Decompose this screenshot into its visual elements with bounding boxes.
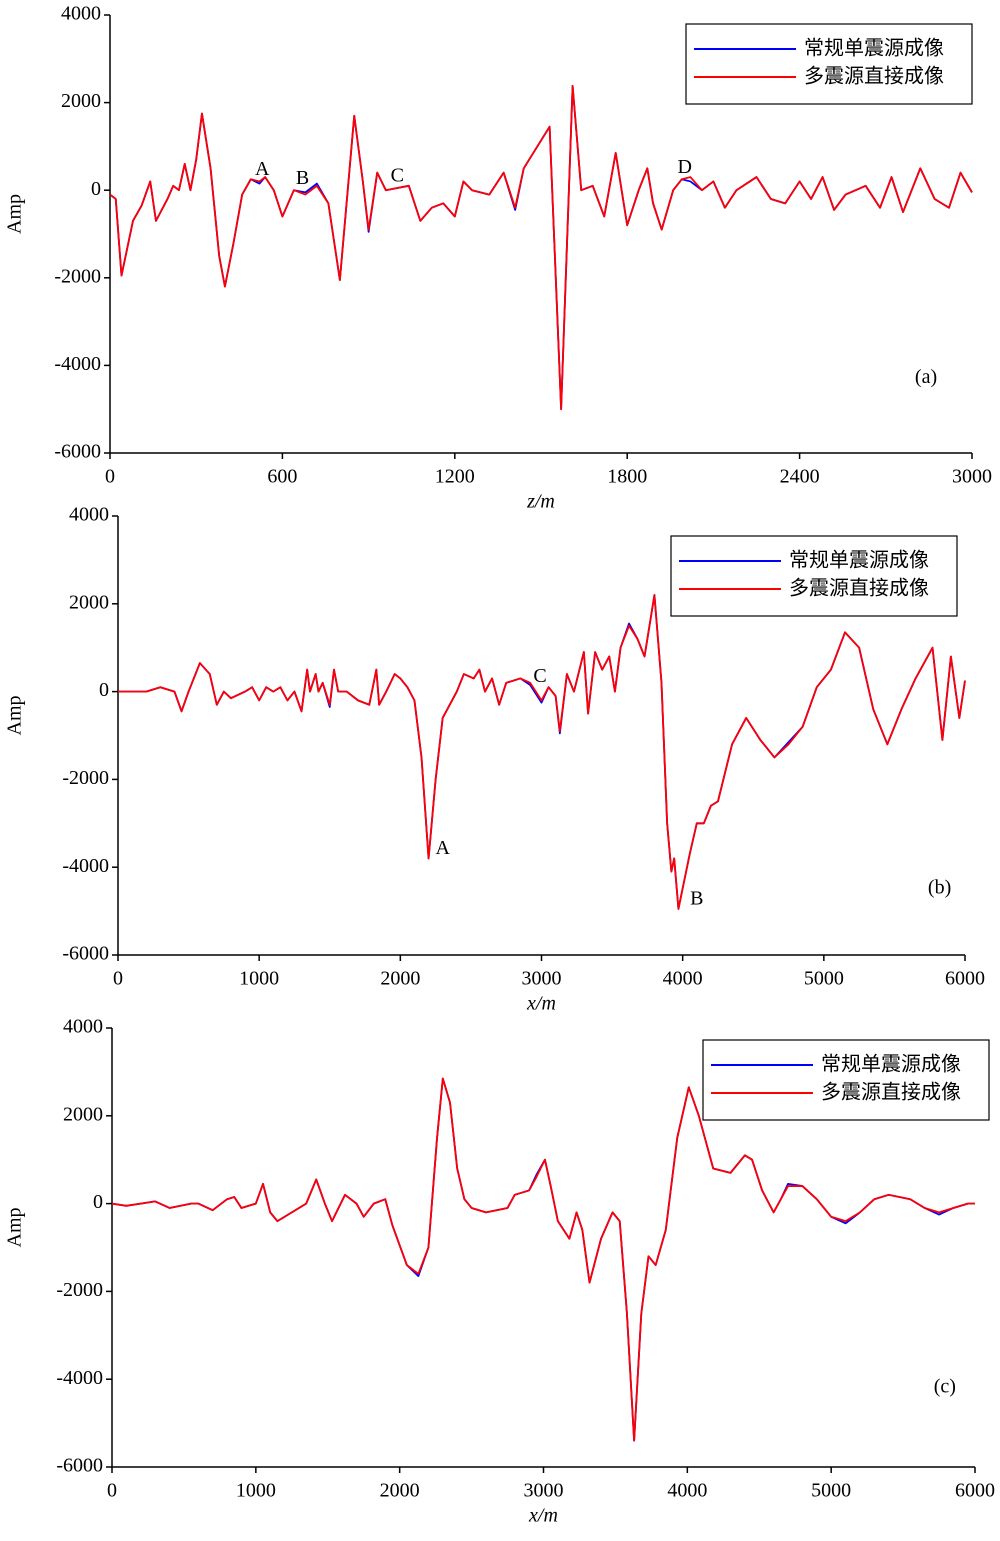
legend-label: 多震源直接成像 (789, 576, 929, 600)
x-tick-label: 1000 (236, 1480, 276, 1502)
y-tick-label: 2000 (61, 90, 101, 112)
annotation: B (690, 888, 703, 910)
x-tick-label: 2400 (780, 466, 820, 488)
x-tick-label: 3000 (952, 466, 992, 488)
annotation: (a) (915, 366, 937, 388)
legend-label: 常规单震源成像 (789, 548, 929, 572)
data-line (109, 85, 973, 411)
x-tick-label: 6000 (945, 968, 985, 990)
x-tick-label: 1800 (607, 466, 647, 488)
legend-label: 常规单震源成像 (804, 36, 944, 60)
annotation: C (533, 665, 546, 687)
data-line (111, 1077, 975, 1442)
x-tick-label: 4000 (663, 968, 703, 990)
x-tick-label: 1000 (239, 968, 279, 990)
legend-label: 常规单震源成像 (821, 1052, 961, 1076)
y-tick-label: 0 (91, 178, 101, 200)
x-axis-label: z/m (526, 491, 555, 513)
annotation: A (255, 158, 270, 180)
y-tick-label: 2000 (69, 591, 109, 613)
x-tick-label: 600 (267, 466, 297, 488)
x-axis-label: x/m (526, 993, 556, 1015)
y-axis-label: Amp (4, 194, 26, 234)
legend-label: 多震源直接成像 (804, 64, 944, 88)
data-line (118, 594, 966, 910)
annotation: D (677, 156, 691, 178)
y-tick-label: 2000 (63, 1103, 103, 1125)
y-tick-label: -4000 (54, 353, 101, 375)
y-tick-label: 4000 (69, 504, 109, 526)
y-tick-label: -2000 (54, 265, 101, 287)
y-tick-label: 0 (99, 679, 109, 701)
legend-label: 多震源直接成像 (821, 1080, 961, 1104)
x-tick-label: 0 (107, 1480, 117, 1502)
y-tick-label: -4000 (56, 1367, 103, 1389)
y-tick-label: -4000 (62, 855, 109, 877)
x-tick-label: 4000 (667, 1480, 707, 1502)
y-tick-label: -6000 (56, 1455, 103, 1477)
annotation: B (296, 167, 309, 189)
data-line (111, 1077, 975, 1442)
y-tick-label: -6000 (54, 441, 101, 463)
annotation: (c) (934, 1376, 956, 1398)
y-tick-label: 0 (93, 1191, 103, 1213)
x-tick-label: 2000 (380, 1480, 420, 1502)
y-tick-label: 4000 (61, 3, 101, 25)
annotation: A (435, 837, 450, 859)
legend-box (702, 1039, 990, 1121)
x-tick-label: 5000 (804, 968, 844, 990)
data-line (118, 594, 966, 910)
x-tick-label: 1200 (435, 466, 475, 488)
y-tick-label: -6000 (62, 943, 109, 965)
annotation: (b) (928, 877, 951, 899)
x-axis-label: x/m (528, 1505, 558, 1527)
x-tick-label: 3000 (522, 968, 562, 990)
y-tick-label: -2000 (56, 1279, 103, 1301)
y-axis-label: Amp (4, 1208, 26, 1248)
y-tick-label: 4000 (63, 1016, 103, 1038)
annotation: C (391, 165, 404, 187)
x-tick-label: 0 (113, 968, 123, 990)
y-tick-label: -2000 (62, 767, 109, 789)
x-tick-label: 2000 (380, 968, 420, 990)
legend-box (670, 535, 958, 617)
y-axis-label: Amp (4, 696, 26, 736)
x-tick-label: 3000 (524, 1480, 564, 1502)
legend-box (685, 23, 973, 105)
data-line (109, 85, 973, 411)
x-tick-label: 0 (105, 466, 115, 488)
x-tick-label: 6000 (955, 1480, 995, 1502)
x-tick-label: 5000 (811, 1480, 851, 1502)
